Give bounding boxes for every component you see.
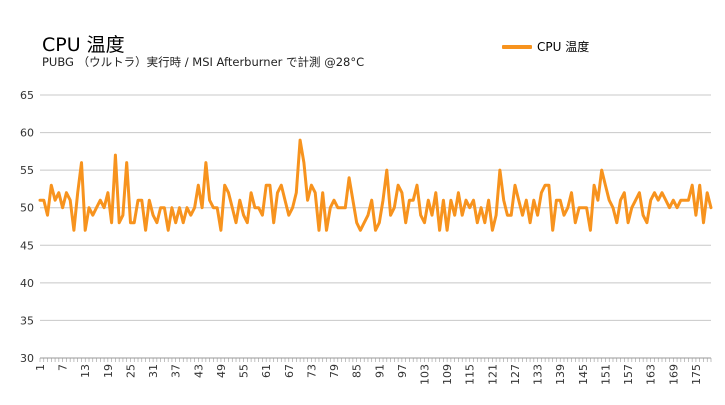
chart-title: CPU 温度 — [42, 34, 125, 56]
x-tick-label: 7 — [57, 364, 70, 371]
x-tick-label: 151 — [599, 364, 612, 385]
x-tick-label: 97 — [396, 364, 409, 378]
x-tick-label: 127 — [509, 364, 522, 385]
x-tick-label: 85 — [351, 364, 364, 378]
x-tick-label: 163 — [645, 364, 658, 385]
x-tick-label: 79 — [328, 364, 341, 378]
y-tick-label: 60 — [20, 127, 34, 140]
x-tick-label: 157 — [622, 364, 635, 385]
x-tick-label: 133 — [532, 364, 545, 385]
chart-subtitle: PUBG （ウルトラ）実行時 / MSI Afterburner で計測 @28… — [42, 55, 365, 69]
x-tick-label: 145 — [577, 364, 590, 385]
x-tick-label: 139 — [554, 364, 567, 385]
y-tick-label: 30 — [20, 352, 34, 365]
x-tick-label: 37 — [170, 364, 183, 378]
x-tick-label: 31 — [147, 364, 160, 378]
y-tick-label: 50 — [20, 202, 34, 215]
y-tick-label: 45 — [20, 239, 34, 252]
x-tick-label: 175 — [690, 364, 703, 385]
x-tick-label: 109 — [441, 364, 454, 385]
series-line-cpu-temp — [38, 138, 713, 232]
x-tick-label: 115 — [464, 364, 477, 385]
legend-label: CPU 温度 — [537, 40, 590, 54]
x-tick-label: 43 — [192, 364, 205, 378]
x-tick-label: 67 — [283, 364, 296, 378]
y-tick-label: 40 — [20, 277, 34, 290]
x-tick-label: 25 — [124, 364, 137, 378]
x-tick-label: 169 — [667, 364, 680, 385]
x-tick-label: 55 — [238, 364, 251, 378]
x-tick-label: 121 — [486, 364, 499, 385]
y-tick-label: 65 — [20, 89, 34, 102]
x-tick-label: 91 — [373, 364, 386, 378]
legend: CPU 温度 — [502, 38, 589, 55]
x-tick-label: 61 — [260, 364, 273, 378]
x-tick-label: 1 — [34, 364, 47, 371]
x-tick-label: 73 — [305, 364, 318, 378]
x-tick-label: 103 — [419, 364, 432, 385]
y-tick-label: 55 — [20, 164, 34, 177]
x-tick-label: 19 — [102, 364, 115, 378]
y-tick-label: 35 — [20, 314, 34, 327]
legend-swatch — [502, 44, 532, 49]
x-tick-label: 13 — [79, 364, 92, 378]
x-tick-label: 49 — [215, 364, 228, 378]
